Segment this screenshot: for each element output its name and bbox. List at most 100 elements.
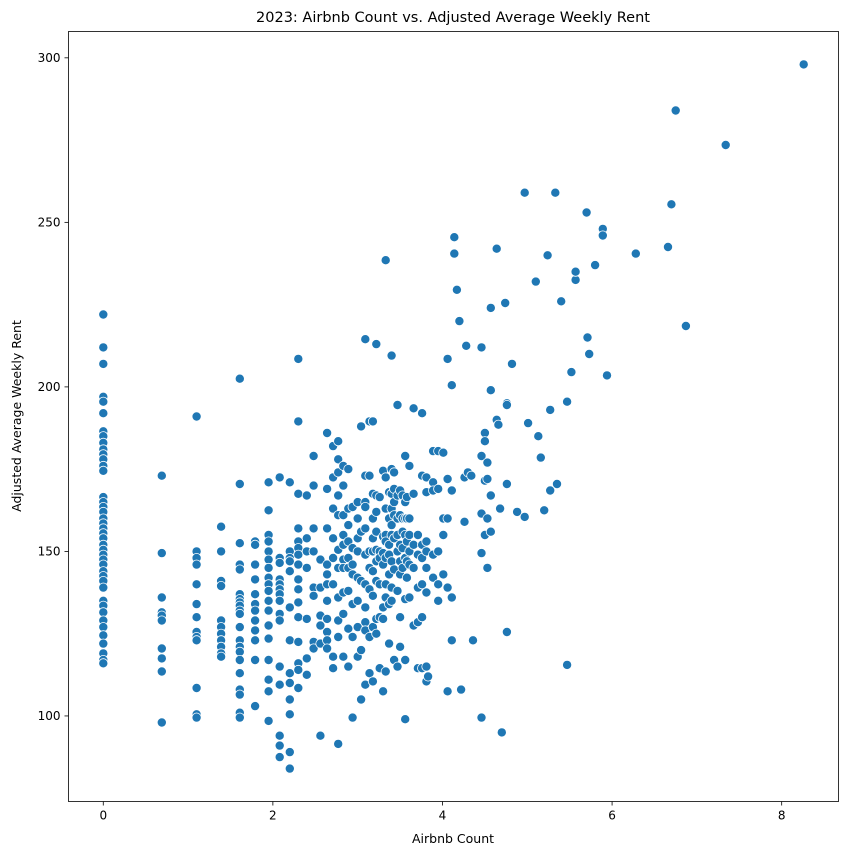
data-point xyxy=(301,653,312,664)
data-point xyxy=(421,661,432,672)
data-point xyxy=(98,638,109,649)
data-point xyxy=(493,419,504,430)
data-point xyxy=(322,523,333,534)
data-point xyxy=(234,668,245,679)
data-point xyxy=(442,513,453,524)
data-point xyxy=(191,612,202,623)
data-point xyxy=(582,332,593,343)
data-point xyxy=(347,632,358,643)
data-point xyxy=(545,404,556,415)
data-point xyxy=(476,712,487,723)
data-point xyxy=(501,399,512,410)
data-point xyxy=(408,488,419,499)
data-point xyxy=(328,553,339,564)
data-point xyxy=(333,738,344,749)
data-point xyxy=(234,689,245,700)
data-point xyxy=(400,655,411,666)
data-point xyxy=(446,485,457,496)
data-point xyxy=(263,562,274,573)
data-point xyxy=(485,490,496,501)
data-point xyxy=(476,450,487,461)
data-point xyxy=(442,686,453,697)
data-point xyxy=(263,585,274,596)
data-point xyxy=(293,559,304,570)
data-point xyxy=(485,385,496,396)
data-point xyxy=(98,342,109,353)
data-point xyxy=(550,187,561,198)
data-point xyxy=(98,658,109,669)
data-point xyxy=(343,623,354,634)
data-point xyxy=(459,516,470,527)
data-points xyxy=(98,59,809,774)
data-point xyxy=(466,470,477,481)
data-point xyxy=(556,296,567,307)
data-point xyxy=(360,602,371,613)
data-point xyxy=(392,585,403,596)
data-point xyxy=(322,627,333,638)
data-point xyxy=(284,709,295,720)
data-point xyxy=(562,396,573,407)
data-point xyxy=(308,590,319,601)
data-point xyxy=(293,664,304,675)
data-point xyxy=(191,712,202,723)
data-point xyxy=(250,589,261,600)
data-point xyxy=(234,622,245,633)
data-point xyxy=(666,199,677,210)
data-point xyxy=(250,655,261,666)
data-point xyxy=(274,730,285,741)
data-point xyxy=(234,655,245,666)
data-point xyxy=(293,584,304,595)
data-point xyxy=(360,501,371,512)
data-point xyxy=(482,513,493,524)
data-point xyxy=(670,105,681,116)
data-point xyxy=(476,342,487,353)
data-point xyxy=(263,686,274,697)
data-point xyxy=(322,559,333,570)
data-point xyxy=(156,717,167,728)
data-point xyxy=(98,396,109,407)
data-point xyxy=(433,595,444,606)
data-point xyxy=(156,643,167,654)
data-point xyxy=(421,536,432,547)
data-point xyxy=(408,403,419,414)
data-point xyxy=(263,715,274,726)
data-point xyxy=(562,659,573,670)
data-point xyxy=(566,367,577,378)
data-point xyxy=(322,427,333,438)
data-point xyxy=(156,615,167,626)
y-tick-label: 300 xyxy=(38,51,61,65)
data-point xyxy=(798,59,809,70)
data-point xyxy=(417,612,428,623)
data-point xyxy=(322,613,333,624)
x-tick-label: 8 xyxy=(778,809,786,823)
data-point xyxy=(98,465,109,476)
data-point xyxy=(392,399,403,410)
data-point xyxy=(461,340,472,351)
data-point xyxy=(343,464,354,475)
data-point xyxy=(378,686,389,697)
data-point xyxy=(421,587,432,598)
data-point xyxy=(451,284,462,295)
data-point xyxy=(360,523,371,534)
data-point xyxy=(384,638,395,649)
data-point xyxy=(367,566,378,577)
data-point xyxy=(421,472,432,483)
x-axis-label: Airbnb Count xyxy=(412,831,494,846)
data-point xyxy=(322,483,333,494)
data-point xyxy=(274,615,285,626)
data-point xyxy=(315,730,326,741)
data-point xyxy=(274,740,285,751)
data-point xyxy=(386,556,397,567)
data-point xyxy=(438,569,449,580)
data-point xyxy=(284,566,295,577)
data-point xyxy=(476,548,487,559)
data-point xyxy=(333,490,344,501)
data-point xyxy=(495,503,506,514)
data-point xyxy=(263,477,274,488)
data-point xyxy=(263,620,274,631)
data-point xyxy=(404,460,415,471)
data-point xyxy=(328,579,339,590)
data-point xyxy=(404,592,415,603)
